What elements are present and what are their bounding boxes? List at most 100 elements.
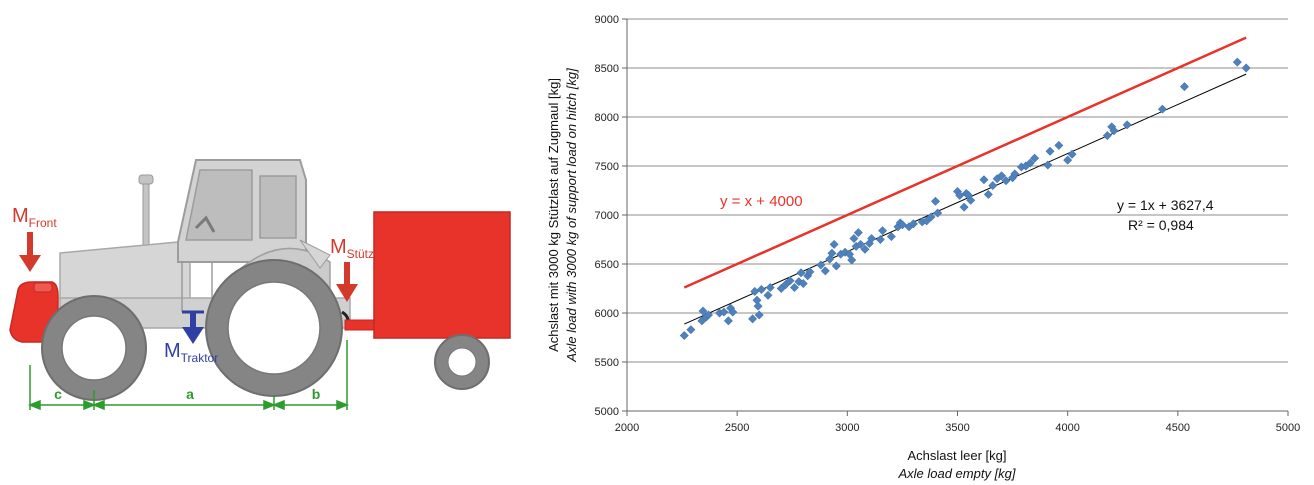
cab-rear-window [259, 175, 297, 239]
data-point-75 [1030, 153, 1040, 163]
front-wheel-rim [61, 315, 127, 381]
data-point-32 [829, 239, 839, 249]
data-point-50 [897, 220, 907, 230]
data-point-18 [765, 282, 775, 293]
axes [622, 18, 1289, 416]
x-tick-label-5000: 5000 [1276, 422, 1300, 434]
data-point-3 [698, 306, 708, 316]
data-point-38 [849, 233, 859, 244]
data-point-16 [756, 284, 766, 295]
tractor-hood [59, 241, 191, 301]
label-m-front: MFront [12, 205, 57, 230]
data-point-1 [686, 325, 696, 335]
data-point-63 [966, 195, 976, 205]
data-point-84 [1122, 120, 1132, 130]
dimension-lines [27, 340, 350, 411]
data-point-65 [983, 189, 993, 199]
data-point-77 [1045, 146, 1055, 156]
data-point-29 [820, 266, 830, 276]
data-point-52 [908, 219, 918, 229]
data-point-40 [853, 228, 863, 238]
data-point-10 [728, 307, 738, 317]
data-point-88 [1241, 63, 1251, 73]
data-point-85 [1157, 104, 1167, 114]
y-tick-label-9000: 9000 [595, 14, 619, 26]
data-point-74 [1025, 158, 1035, 168]
r-squared: R² = 0,984 [1128, 217, 1194, 233]
y-tick-label-5500: 5500 [595, 357, 619, 369]
y-tick-label-8500: 8500 [595, 63, 619, 75]
data-points [679, 57, 1251, 341]
dim-label-a: a [186, 386, 194, 402]
data-point-44 [867, 233, 877, 244]
data-point-76 [1043, 160, 1053, 170]
x-tick-label-4500: 4500 [1166, 422, 1190, 434]
data-point-68 [997, 171, 1007, 181]
x-tick-label-2500: 2500 [725, 422, 749, 434]
data-point-28 [816, 260, 826, 270]
data-point-45 [875, 234, 885, 245]
data-point-8 [723, 316, 733, 326]
data-point-27 [805, 267, 815, 277]
y-tick-label-6500: 6500 [595, 259, 619, 271]
data-point-11 [748, 314, 758, 324]
data-point-42 [860, 244, 870, 254]
scatter-chart: 5000 5500 6000 6500 7000 7500 8000 8500 9000 200… [546, 14, 1300, 481]
arrow-front-head [19, 255, 41, 272]
data-point-47 [886, 232, 896, 242]
data-point-5 [703, 310, 714, 320]
y-axis-label: Achslast mit 3000 kg Stützlast auf Zugma… [546, 78, 561, 352]
x-tick-labels: 2000 2500 3000 3500 4000 4500 5000 [615, 422, 1300, 434]
data-point-69 [1001, 176, 1011, 186]
trailer-wheel-rim [447, 347, 477, 377]
data-point-15 [754, 310, 764, 320]
y-axis-label-en: Axle load with 3000 kg of support load o… [564, 68, 579, 363]
data-point-60 [959, 202, 969, 212]
arrow-stuetz-head [336, 284, 358, 302]
line-label-red: y = x + 4000 [720, 193, 803, 210]
y-tick-label-8000: 8000 [595, 112, 619, 124]
x-tick-label-3500: 3500 [945, 422, 969, 434]
data-point-87 [1232, 57, 1242, 67]
x-axis-label-en: Axle load empty [kg] [897, 466, 1015, 481]
regression-line [684, 73, 1247, 325]
data-point-14 [753, 301, 763, 311]
y-tick-label-5000: 5000 [595, 406, 619, 418]
tractor-diagram: MFront MStütz MTraktor c a b [9, 159, 511, 411]
y-tick-label-6000: 6000 [595, 308, 619, 320]
data-point-22 [789, 282, 800, 293]
dim-label-b: b [312, 386, 321, 402]
dim-label-c: c [54, 386, 62, 402]
gridlines [627, 18, 1288, 412]
data-point-0 [679, 330, 689, 341]
data-point-17 [763, 290, 773, 300]
data-point-66 [988, 181, 998, 191]
data-point-37 [847, 255, 857, 265]
data-point-64 [979, 175, 989, 185]
rear-wheel-rim [227, 281, 321, 375]
steering-wheel [194, 215, 216, 233]
data-point-57 [933, 208, 943, 218]
label-m-traktor: MTraktor [164, 340, 218, 365]
trailer-box [373, 211, 511, 339]
reference-line [683, 36, 1247, 289]
data-point-55 [926, 212, 936, 222]
data-point-86 [1179, 82, 1189, 92]
data-point-33 [831, 261, 841, 271]
trend-lines [683, 36, 1247, 325]
y-tick-label-7500: 7500 [595, 161, 619, 173]
data-point-83 [1109, 126, 1119, 136]
exhaust-cap [138, 174, 154, 185]
x-tick-label-2000: 2000 [615, 422, 639, 434]
data-point-31 [827, 248, 837, 258]
data-point-24 [796, 268, 806, 278]
data-point-41 [855, 239, 866, 249]
data-point-71 [1010, 169, 1020, 179]
data-point-78 [1054, 140, 1064, 150]
data-point-25 [798, 279, 808, 289]
data-point-79 [1063, 155, 1073, 165]
front-weight-handle [33, 282, 53, 293]
y-tick-label-7000: 7000 [595, 210, 619, 222]
arrow-traktor-head [182, 327, 204, 344]
data-point-81 [1102, 131, 1112, 141]
